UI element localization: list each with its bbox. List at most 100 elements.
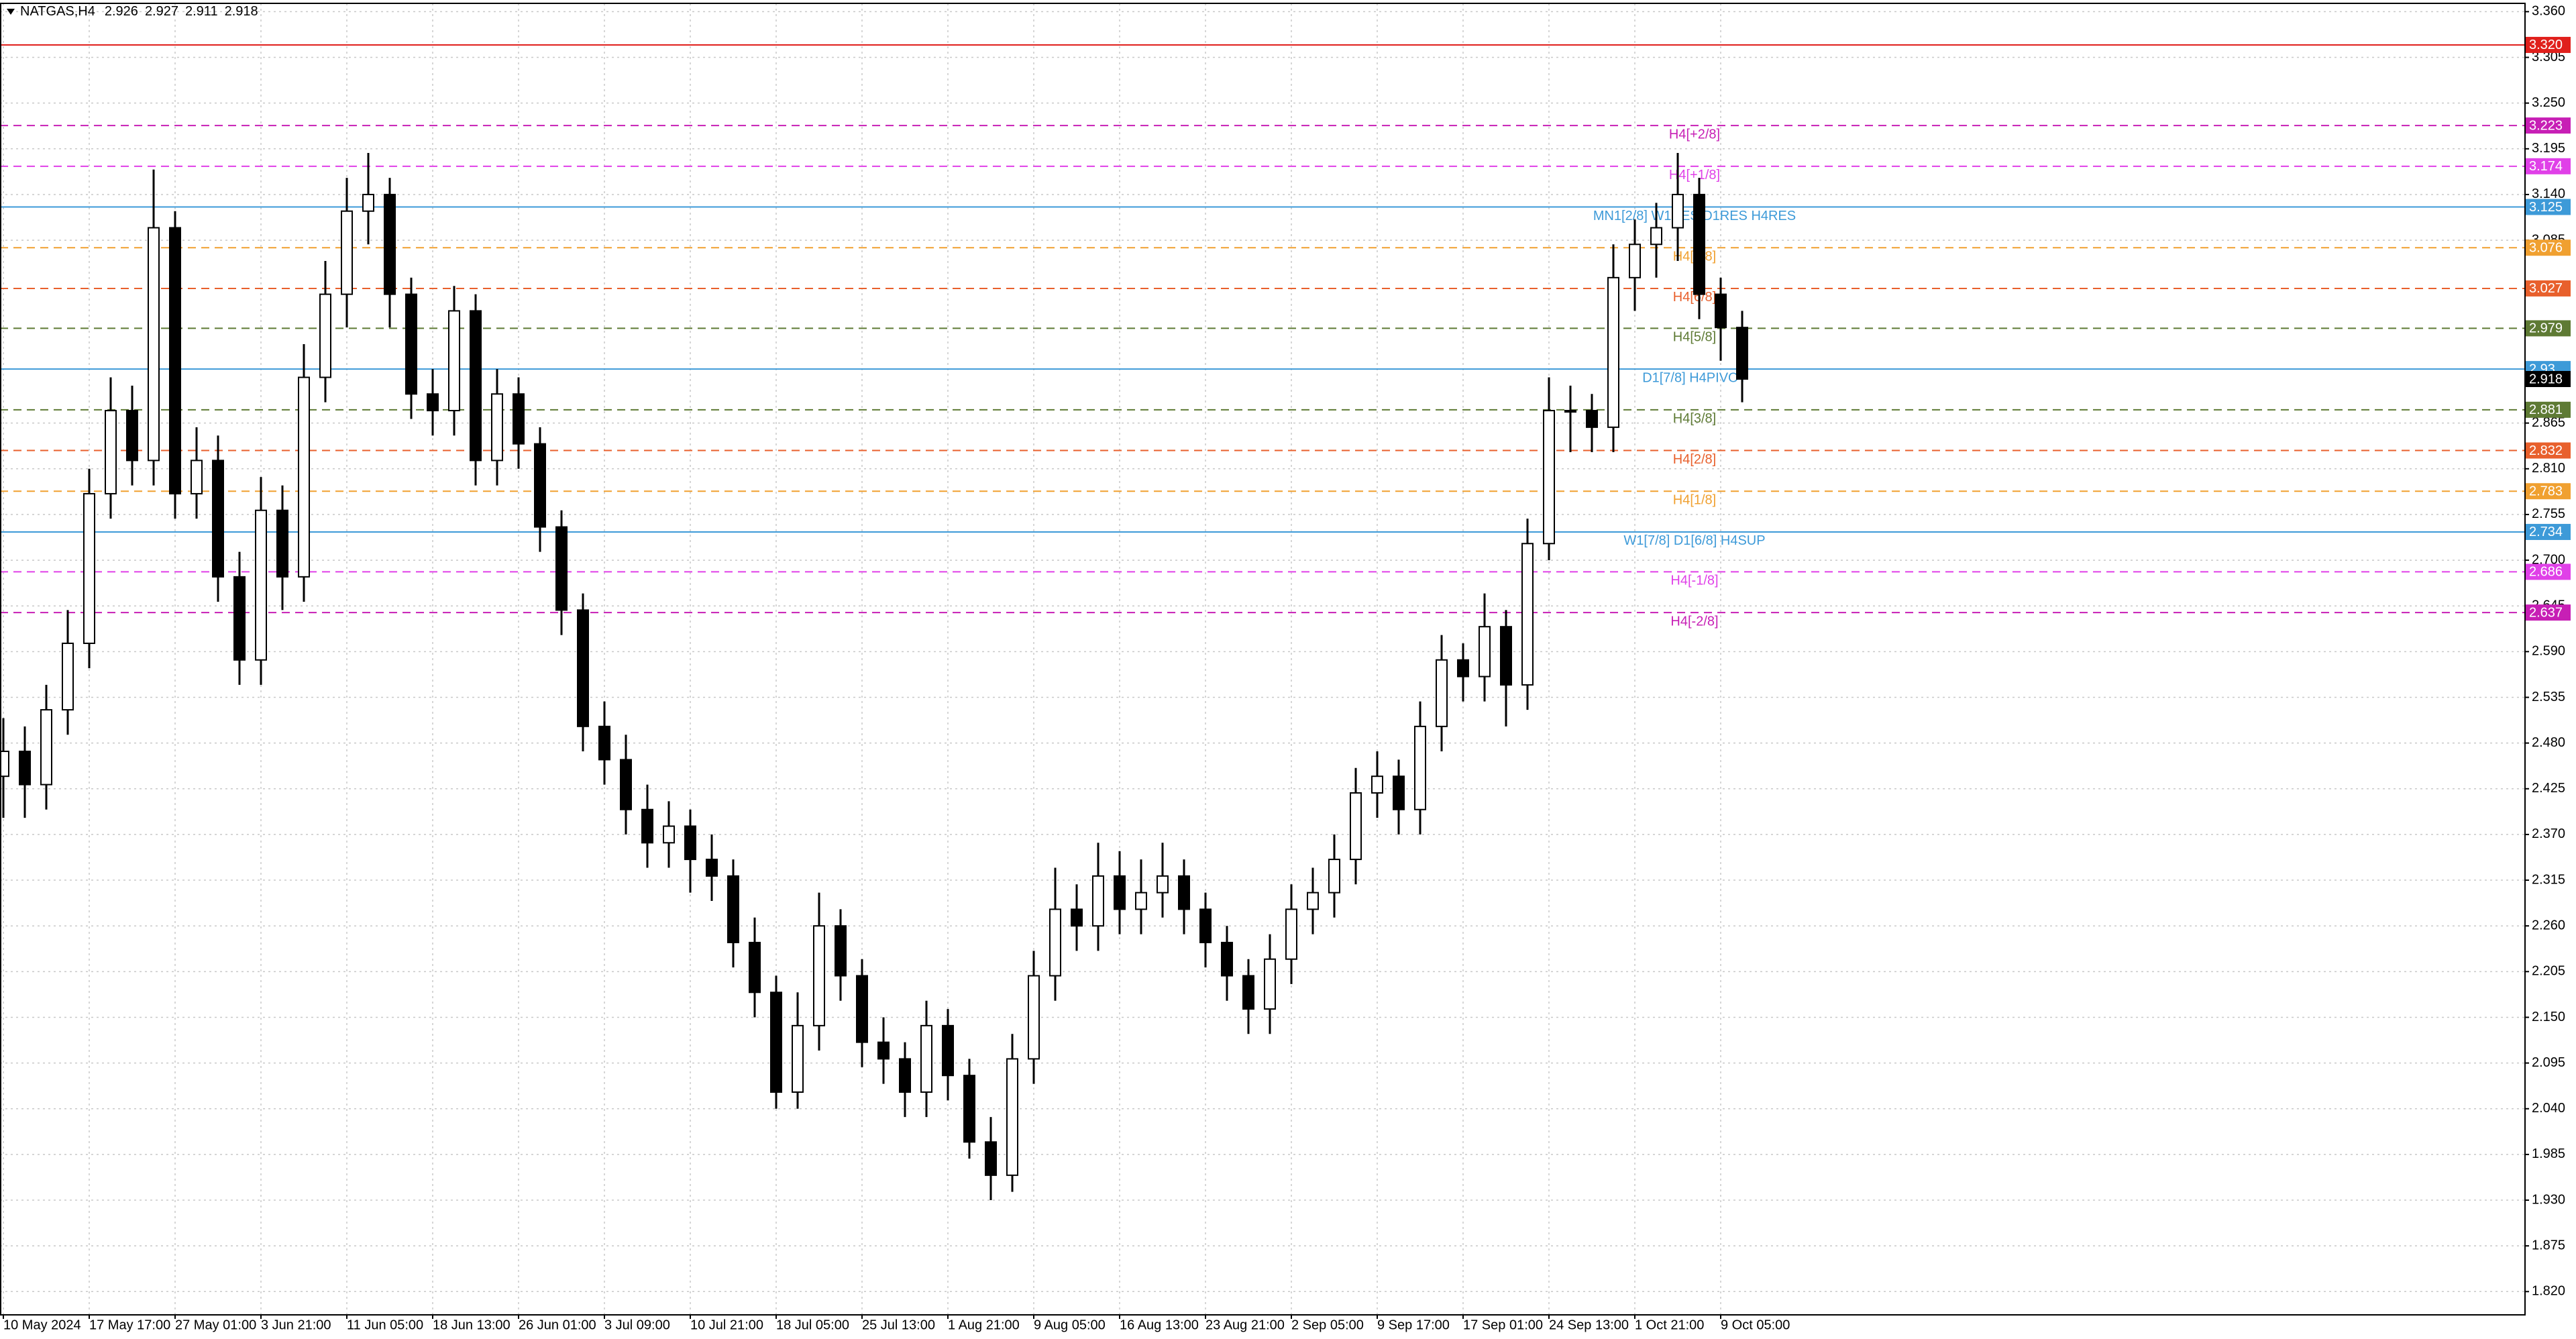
x-tick-label: 9 Sep 17:00: [1377, 1318, 1450, 1332]
low: 2.911: [185, 4, 218, 19]
price-tag: [2525, 483, 2571, 500]
candle-body: [491, 393, 503, 462]
level-label: H4[-2/8]: [1670, 614, 1718, 629]
y-tick-label: 2.205: [2532, 964, 2565, 979]
y-tick-label: 2.370: [2532, 826, 2565, 841]
candle-body: [899, 1058, 911, 1093]
candle-body: [126, 410, 138, 462]
candle-body: [577, 609, 589, 727]
price-tag-label: 3.027: [2529, 281, 2563, 296]
candle-body: [1436, 659, 1448, 727]
price-tag: [2525, 320, 2571, 337]
candle-body: [1393, 775, 1405, 810]
x-tick-label: 9 Aug 05:00: [1034, 1318, 1106, 1332]
x-tick-label: 9 Oct 05:00: [1721, 1318, 1790, 1332]
x-tick-label: 10 May 2024: [3, 1318, 81, 1332]
candle-body: [1500, 626, 1512, 686]
candle-body: [341, 210, 353, 295]
candle-body: [749, 941, 761, 994]
x-tick-label: 10 Jul 21:00: [690, 1318, 763, 1332]
candle-body: [1736, 327, 1748, 380]
candle-body: [169, 227, 181, 494]
candle-body: [1672, 193, 1684, 229]
candle-body: [1135, 892, 1147, 910]
candle-body: [1221, 941, 1233, 977]
plot-frame: [0, 3, 2526, 1316]
candle-body: [942, 1024, 954, 1077]
x-tick-label: 3 Jun 21:00: [261, 1318, 331, 1332]
menu-arrow[interactable]: [7, 9, 15, 15]
candle-body: [40, 709, 52, 786]
candle-body: [384, 193, 396, 295]
y-tick-label: 1.820: [2532, 1284, 2565, 1299]
candle-body: [1371, 775, 1383, 794]
candle-body: [513, 393, 525, 445]
candle-body: [534, 443, 546, 528]
candle-body: [470, 310, 482, 462]
candle-body: [835, 925, 847, 977]
current-price-label: 2.918: [2529, 372, 2563, 386]
price-tag-label: 2.783: [2529, 484, 2563, 499]
candle-body: [62, 642, 74, 711]
y-tick-label: 3.250: [2532, 95, 2565, 110]
level-label: W1[7/8] D1[6/8] H4SUP: [1623, 533, 1765, 548]
candle-body: [877, 1041, 890, 1060]
x-tick-label: 16 Aug 13:00: [1120, 1318, 1199, 1332]
level-label: H4[-1/8]: [1670, 574, 1718, 588]
x-tick-label: 24 Sep 13:00: [1549, 1318, 1629, 1332]
price-tag: [2525, 564, 2571, 580]
candle-body: [1178, 875, 1190, 910]
price-tag: [2525, 604, 2571, 621]
price-tag: [2525, 239, 2571, 256]
x-tick-label: 17 Sep 01:00: [1463, 1318, 1543, 1332]
candle-body: [1242, 975, 1254, 1010]
y-tick-label: 2.535: [2532, 690, 2565, 704]
level-label: H4[6/8]: [1673, 290, 1716, 305]
y-tick-label: 2.755: [2532, 506, 2565, 521]
price-tag-label: 3.223: [2529, 118, 2563, 133]
y-tick-label: 2.095: [2532, 1055, 2565, 1070]
y-tick-label: 2.480: [2532, 735, 2565, 750]
price-tag: [2525, 401, 2571, 418]
candle-body: [212, 460, 224, 578]
candle-body: [555, 526, 568, 611]
y-tick-label: 1.875: [2532, 1238, 2565, 1252]
x-tick-label: 1 Aug 21:00: [948, 1318, 1020, 1332]
price-tag: [2525, 36, 2571, 53]
x-tick-label: 17 May 17:00: [89, 1318, 170, 1332]
x-tick-label: 26 Jun 01:00: [519, 1318, 596, 1332]
candle-body: [1586, 410, 1598, 428]
level-label: D1[7/8] H4PIVOT: [1642, 370, 1747, 385]
candle-body: [663, 825, 675, 844]
level-label: H4[5/8]: [1673, 330, 1716, 345]
candle-body: [985, 1141, 997, 1176]
y-tick-label: 3.140: [2532, 186, 2565, 201]
candle-body: [1006, 1058, 1018, 1176]
candle-body: [148, 227, 160, 462]
price-tag: [2525, 280, 2571, 297]
high: 2.927: [145, 4, 178, 19]
candle-body: [105, 410, 117, 494]
price-tag-label: 3.076: [2529, 241, 2563, 256]
price-tag-label: 3.174: [2529, 159, 2563, 174]
y-tick-label: 2.040: [2532, 1101, 2565, 1116]
x-tick-label: 27 May 01:00: [175, 1318, 256, 1332]
price-tag: [2525, 523, 2571, 540]
candle-body: [1328, 859, 1340, 894]
candle-body: [1285, 908, 1297, 960]
candle-body: [1157, 875, 1169, 894]
candle-body: [1114, 875, 1126, 910]
x-tick-label: 2 Sep 05:00: [1291, 1318, 1364, 1332]
price-tag-label: 3.320: [2529, 38, 2563, 52]
candle-body: [255, 509, 267, 661]
price-tag: [2525, 199, 2571, 215]
level-label: H4[+2/8]: [1669, 127, 1720, 142]
candle-body: [1693, 193, 1705, 295]
candle-body: [920, 1024, 932, 1093]
y-tick-label: 3.195: [2532, 141, 2565, 156]
level-label: H4[1/8]: [1673, 493, 1716, 508]
candle-body: [276, 509, 288, 578]
y-tick-label: 2.150: [2532, 1010, 2565, 1024]
